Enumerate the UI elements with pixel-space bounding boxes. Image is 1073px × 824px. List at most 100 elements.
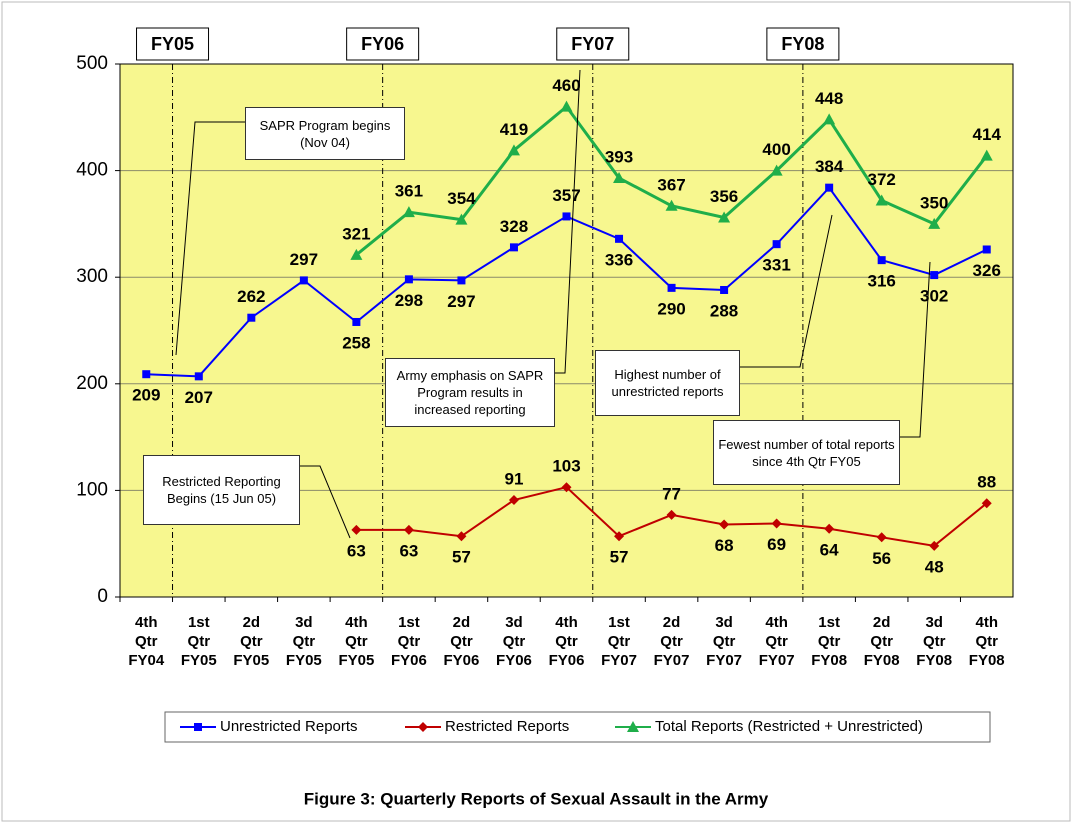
x-tick-label-line: 1st: [608, 614, 630, 631]
x-tick-label-line: 3d: [295, 614, 313, 631]
data-label: 356: [710, 187, 738, 206]
data-point: [824, 523, 835, 534]
data-label: 297: [447, 292, 475, 311]
data-point: [403, 524, 414, 535]
data-label: 262: [237, 287, 265, 306]
data-label: 384: [815, 157, 844, 176]
data-label: 328: [500, 217, 528, 236]
x-tick-label: 1st Qtr FY05: [181, 614, 217, 669]
data-label: 393: [605, 148, 633, 167]
x-tick-label-line: 4th: [135, 614, 158, 631]
data-label: 372: [867, 170, 895, 189]
data-label: 288: [710, 301, 738, 320]
data-point: [508, 494, 519, 505]
data-label: 88: [977, 473, 996, 492]
x-tick-label-line: Qtr: [450, 633, 473, 650]
x-tick-label: 2d Qtr FY06: [444, 614, 480, 669]
x-tick-label-line: Qtr: [555, 633, 578, 650]
x-tick-label-line: FY06: [549, 652, 585, 669]
x-tick-label-line: FY08: [969, 652, 1005, 669]
data-label: 367: [657, 175, 685, 194]
data-label: 64: [820, 540, 839, 559]
data-label: 57: [452, 548, 471, 567]
x-tick-label: 1st Qtr FY07: [601, 614, 637, 669]
x-tick-label-line: 4th: [345, 614, 368, 631]
fiscal-year-label: FY08: [781, 34, 824, 54]
data-label: 460: [552, 76, 580, 95]
y-tick-label: 100: [76, 479, 108, 500]
x-tick-label-line: 4th: [555, 614, 578, 631]
data-point: [665, 199, 678, 211]
x-tick-label-line: 2d: [243, 614, 261, 631]
x-tick-label-line: Qtr: [870, 633, 893, 650]
data-point: [509, 243, 518, 252]
data-point: [825, 183, 834, 192]
data-label: 336: [605, 250, 633, 269]
x-tick-label-line: Qtr: [608, 633, 631, 650]
fiscal-year-box: [136, 27, 210, 61]
data-label: 331: [762, 256, 790, 275]
data-label: 103: [552, 457, 580, 476]
data-point: [823, 113, 836, 125]
y-tick-label: 200: [76, 373, 108, 394]
data-point: [456, 531, 467, 542]
data-point: [561, 482, 572, 493]
fiscal-year-label: FY06: [361, 34, 404, 54]
data-label: 448: [815, 89, 843, 108]
plot-border: [119, 63, 1014, 598]
data-label: 77: [662, 484, 681, 503]
data-label: 414: [973, 125, 1002, 144]
annotation: Restricted Reporting Begins (15 Jun 05): [143, 455, 300, 525]
x-tick-label-line: 2d: [873, 614, 891, 631]
annotation-leader: [300, 465, 351, 539]
data-point: [666, 509, 677, 520]
x-tick-label-line: FY06: [496, 652, 532, 669]
data-point: [719, 519, 730, 530]
data-point: [352, 317, 361, 326]
x-tick-label-line: 4th: [765, 614, 788, 631]
data-point: [980, 149, 993, 161]
data-label: 302: [920, 287, 948, 306]
x-tick-label-line: 3d: [505, 614, 523, 631]
y-tick-label: 0: [97, 586, 108, 607]
data-point: [194, 372, 203, 381]
x-tick-label-line: Qtr: [135, 633, 158, 650]
x-tick-label: 4th Qtr FY07: [759, 614, 795, 669]
data-label: 357: [552, 186, 580, 205]
data-label: 350: [920, 193, 948, 212]
data-label: 321: [342, 224, 370, 243]
data-point: [876, 532, 887, 543]
x-tick-label-line: 1st: [818, 614, 840, 631]
annotation: Highest number of unrestricted reports: [595, 350, 740, 416]
annotation-leader: [175, 121, 245, 356]
legend-label: Restricted Reports: [445, 718, 569, 735]
x-tick-label: 1st Qtr FY06: [391, 614, 427, 669]
data-label: 354: [447, 189, 476, 208]
x-tick-label-line: Qtr: [818, 633, 841, 650]
data-point: [351, 524, 362, 535]
legend-box: [164, 711, 991, 743]
annotation-leader: [900, 261, 931, 438]
data-point: [615, 234, 624, 243]
x-tick-label-line: Qtr: [765, 633, 788, 650]
x-tick-label-line: FY05: [181, 652, 217, 669]
fiscal-year-box: [346, 27, 420, 61]
x-tick-label-line: 3d: [925, 614, 943, 631]
x-tick-label-line: FY08: [916, 652, 952, 669]
annotation: SAPR Program begins (Nov 04): [245, 107, 405, 160]
data-point: [771, 518, 782, 529]
y-tick-label: 300: [76, 266, 108, 287]
x-tick-label: 3d Qtr FY08: [916, 614, 952, 669]
data-label: 316: [867, 272, 895, 291]
x-tick-label-line: Qtr: [975, 633, 998, 650]
data-label: 290: [657, 299, 685, 318]
data-point: [562, 212, 571, 221]
data-point: [718, 211, 731, 223]
data-point: [613, 172, 626, 184]
data-label: 57: [610, 548, 629, 567]
x-tick-label: 2d Qtr FY08: [864, 614, 900, 669]
fiscal-year-box: [766, 27, 840, 61]
data-point: [402, 206, 415, 218]
